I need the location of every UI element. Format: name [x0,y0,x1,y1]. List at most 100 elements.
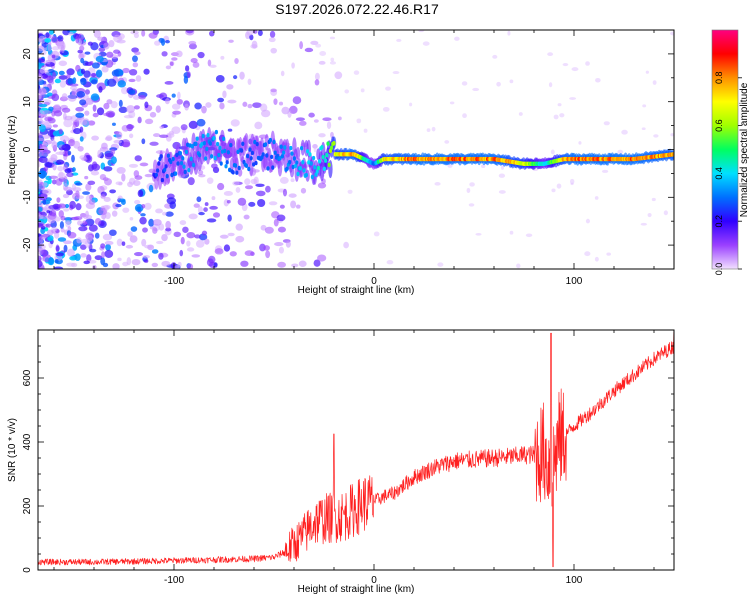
spectrogram-frame [37,29,675,270]
spectrogram-cell [142,254,151,259]
ridge-core [255,141,259,147]
spectrogram-cell [69,86,78,91]
spectrogram-cell [651,197,656,202]
spectrogram-cell [116,238,123,247]
ridge-core [205,146,209,152]
spectrogram-cell [235,186,241,193]
ridge-core [313,165,317,170]
spectrogram-cell [94,255,103,261]
spectrogram-cell [171,126,181,135]
spectrogram-cell [569,178,575,185]
spectrogram-cell [85,183,92,191]
ridge-core [320,145,324,150]
ridge-core [289,145,293,151]
spectrogram-cell [569,97,577,100]
spectrogram-cell [584,251,591,257]
ridge-core [165,174,169,179]
spectrogram-cell [113,34,123,43]
spectrogram-cell [642,104,647,108]
spectrogram-cell [264,226,274,234]
spectrogram-cell [158,223,165,231]
spectrogram-cell [422,41,430,46]
spectrogram-cell [273,98,278,105]
spectrogram-cell [229,251,237,257]
spectrogram-cell [121,199,126,205]
spectrogram-cell [282,188,288,197]
spectrogram-cell [90,79,98,85]
spectrogram-cell [83,70,91,78]
spectrogram-cell [334,71,343,80]
spectrogram-cell [103,166,113,172]
ridge-core [184,149,188,155]
spectrogram-cell [248,201,256,207]
spectrogram-cell [270,47,278,54]
spectrogram-cell [61,93,68,100]
spectrogram-cell [148,32,158,39]
spectrogram-cell [161,233,168,242]
spectrogram-cell [641,127,646,131]
ridge-core [298,166,302,171]
spectrogram-cell [226,84,234,90]
spectrogram-cell [409,102,413,107]
spectrogram-cell [315,43,322,48]
spectrogram-cell [128,78,136,83]
spectrogram-cell [66,74,71,78]
spectrogram-cell [313,119,319,123]
spectrogram-cell [48,30,54,35]
spectrogram-cell [63,119,73,128]
spectrogram-cell [84,51,91,55]
spectrogram-cell [80,253,87,258]
ridge-core [241,141,245,146]
ridge-core [244,163,248,168]
spectrogram-cell [79,126,84,133]
spectrogram-cell [670,133,674,137]
spectrogram-cell [481,164,486,169]
spectrogram-cell [127,89,136,95]
spectrogram-cell [159,134,169,138]
spectrogram-cell [64,203,70,209]
spectrogram-cell [180,236,185,245]
spectrogram-cell [144,101,149,109]
spectrogram-cell [67,94,77,102]
spectrogram-cell [155,208,163,214]
spectrogram-cell [144,244,153,249]
ridge-core [187,167,191,173]
spectrogram-cell [507,30,511,36]
spectrogram-cell [38,45,45,52]
spectrogram-cell [277,261,286,268]
x-tick-label: 100 [566,276,583,287]
ridge-halo [277,160,283,177]
spectrogram-cell [215,75,225,83]
ridge-core [192,162,196,168]
spectrogram-cell [66,172,74,178]
spectrogram-cell [92,265,97,269]
ridge-core [306,149,310,154]
spectrogram-cell [47,215,56,224]
spectrogram-cell [89,248,97,253]
spectrogram-cell [212,212,221,218]
spectrogram-cell [126,124,135,130]
spectrogram-cell [151,262,159,268]
ridge-core [296,171,300,177]
spectrogram-cell [117,257,122,262]
spectrogram-cell [237,197,247,206]
spectrogram-cell [165,65,172,70]
spectrogram-cell [143,259,149,263]
spectrogram-cell [317,254,327,262]
ridge-core [266,166,270,171]
ridge-core [171,156,175,162]
spectrogram-cell [434,182,441,186]
spectrogram-cell [113,139,123,144]
spectrogram-cell [201,105,207,114]
spectrogram-cell [75,182,83,186]
spectrogram-cell [606,252,611,256]
spectrogram-cell [570,182,574,186]
ridge-core [272,139,276,145]
spectrogram-cell [45,32,50,38]
spectrogram-cell [196,118,206,127]
spectrogram-cell [51,93,60,102]
spectrogram-cell [142,227,148,233]
spectrogram-cell [59,150,65,156]
spectrogram-cell [313,147,317,153]
